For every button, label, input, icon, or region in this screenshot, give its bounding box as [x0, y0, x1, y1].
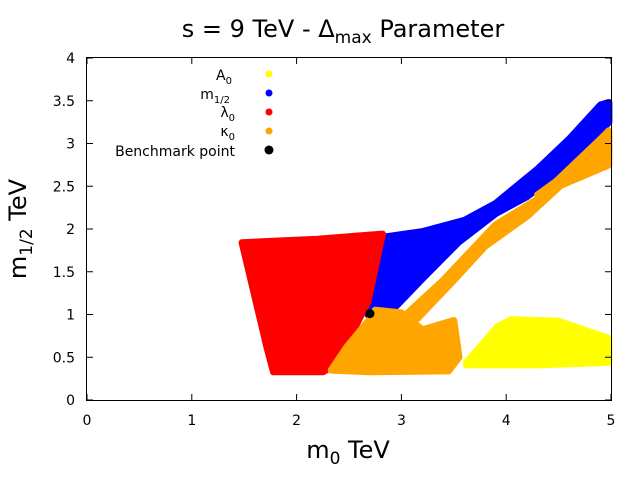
x-axis-title-main: m: [306, 436, 329, 464]
legend-label-m12: m: [200, 87, 214, 103]
chart-title: s = 9 TeV - Δmax Parameter: [182, 15, 505, 48]
legend-sub-a0: 0: [226, 76, 232, 87]
legend-marker-a0: [265, 70, 273, 78]
region-kappa0-1: [397, 127, 613, 323]
region-m12-0: [364, 99, 613, 323]
legend-sub-m12: 1/2: [214, 95, 230, 106]
x-tick-label-4: 4: [502, 413, 511, 429]
legend-entry-a0: A0: [216, 68, 273, 87]
chart-title-prefix: s = 9 TeV - Δ: [182, 15, 335, 43]
legend-label-lambda0: λ: [220, 105, 228, 121]
legend: A0 m1/2 λ0 κ0 Benchmark point: [115, 68, 274, 160]
y-tick-label-3: 1.5: [53, 265, 75, 281]
legend-marker-m12: [265, 89, 273, 97]
x-tick-label-1: 1: [187, 413, 196, 429]
y-tick-label-2: 1: [66, 308, 75, 324]
y-tick-label-7: 3.5: [53, 94, 75, 110]
legend-label-benchmark: Benchmark point: [115, 144, 235, 160]
svg-text:λ0: λ0: [220, 105, 235, 124]
point-benchmark-0: [365, 309, 375, 319]
y-tick-label-6: 3: [66, 137, 75, 153]
legend-sub-lambda0: 0: [229, 113, 235, 124]
y-axis-title-main: m: [4, 256, 32, 279]
y-tick-label-0: 0: [66, 393, 75, 409]
chart-title-subscript: max: [335, 28, 372, 48]
x-axis-title: m0 TeV: [306, 436, 390, 469]
x-tick-label-3: 3: [397, 413, 406, 429]
x-axis-title-unit: TeV: [340, 436, 390, 464]
legend-entry-m12: m1/2: [200, 87, 273, 106]
svg-text:κ0: κ0: [220, 124, 235, 143]
svg-text:A0: A0: [216, 68, 232, 87]
y-axis-title-unit: TeV: [4, 178, 32, 228]
y-axis-title: m1/2 TeV: [4, 178, 37, 279]
y-tick-label-1: 0.5: [53, 350, 75, 366]
region-kappa0-2: [534, 140, 613, 199]
region-kappa0-0: [327, 306, 463, 376]
svg-text:m1/2: m1/2: [200, 87, 230, 106]
legend-marker-benchmark: [264, 145, 274, 155]
legend-marker-kappa0: [265, 127, 273, 135]
x-tick-label-0: 0: [83, 413, 92, 429]
chart-title-suffix: Parameter: [372, 15, 505, 43]
y-axis-title-sub: 1/2: [17, 228, 37, 255]
legend-label-a0: A: [216, 68, 226, 84]
tick-layer: 0 1 2 3 4 5 0 0.5 1 1.5 2 2.5 3 3.5 4: [53, 51, 616, 429]
x-axis-title-sub: 0: [330, 449, 341, 469]
x-tick-label-2: 2: [292, 413, 301, 429]
legend-label-kappa0: κ: [220, 124, 228, 140]
region-A0-0: [462, 316, 613, 369]
y-tick-label-5: 2.5: [53, 179, 75, 195]
y-tick-label-8: 4: [66, 51, 75, 67]
legend-entry-kappa0: κ0: [220, 124, 273, 143]
y-tick-label-4: 2: [66, 222, 75, 238]
legend-entry-benchmark: Benchmark point: [115, 144, 274, 160]
legend-entry-lambda0: λ0: [220, 105, 273, 124]
legend-sub-kappa0: 0: [229, 132, 235, 143]
plot-frame: [86, 57, 612, 401]
data-layer: [238, 99, 613, 376]
x-tick-label-5: 5: [607, 413, 616, 429]
legend-marker-lambda0: [265, 108, 273, 116]
